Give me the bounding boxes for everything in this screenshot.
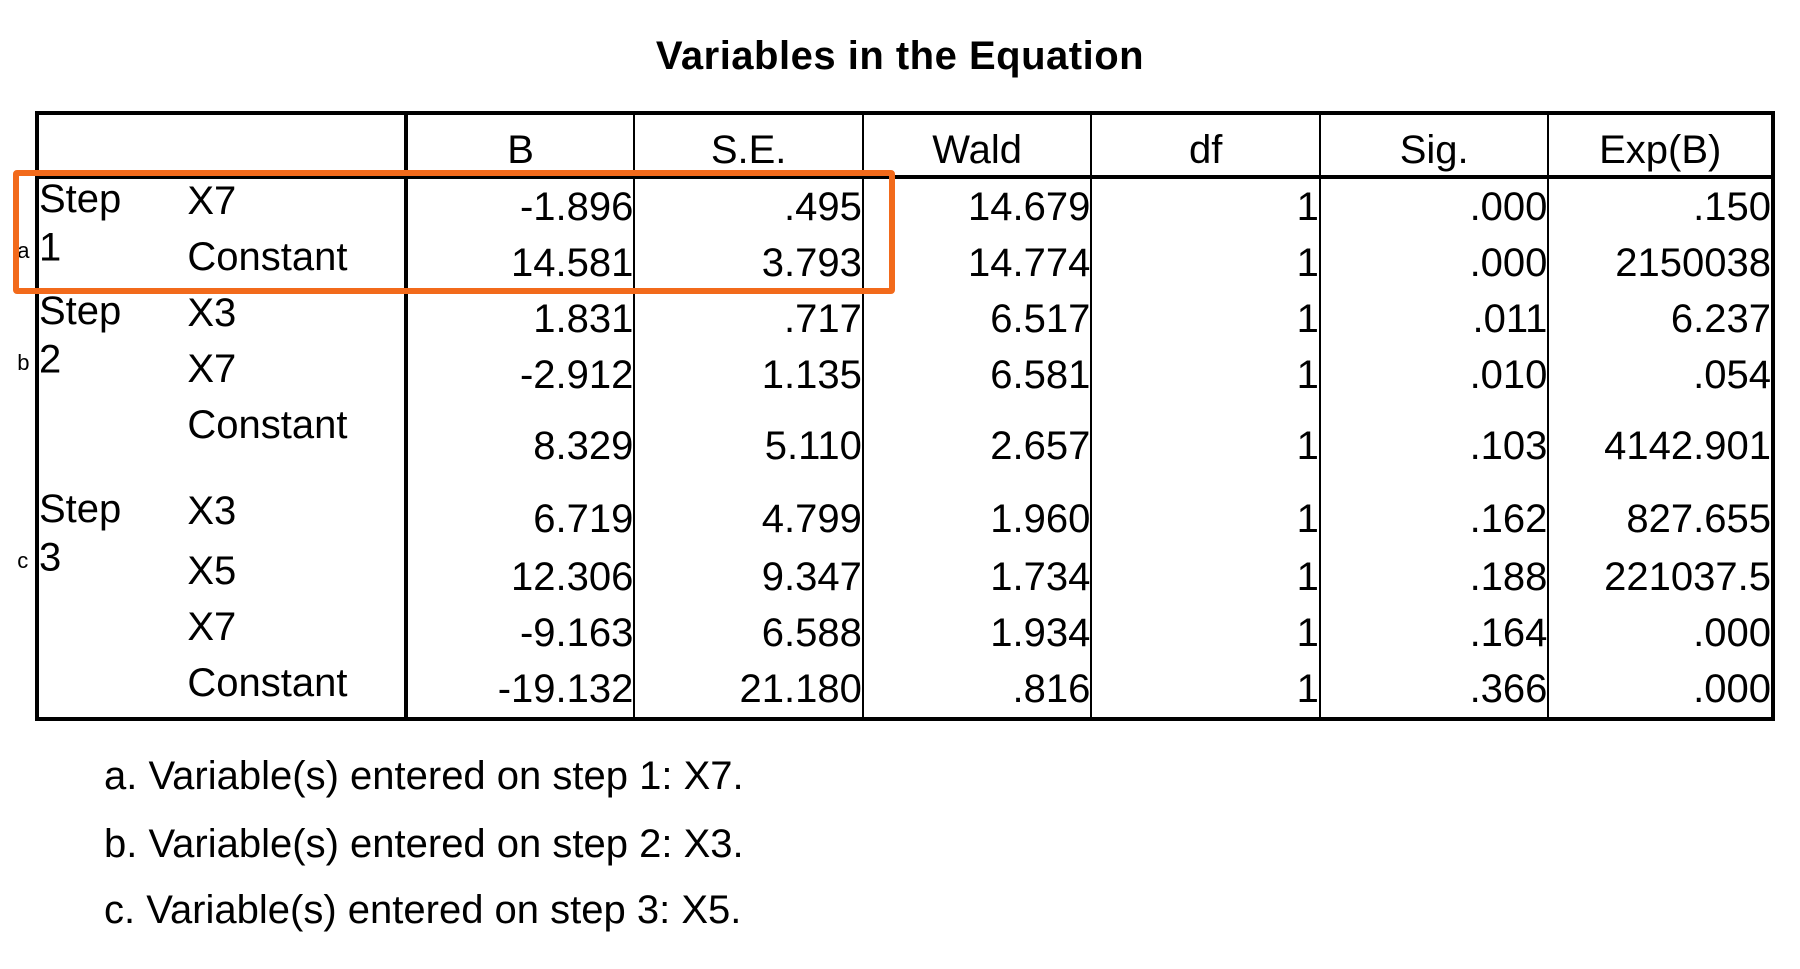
wald-value: 1.960 bbox=[861, 489, 1092, 549]
expb-value: 827.655 bbox=[1547, 489, 1773, 549]
footnote-mark: b bbox=[17, 350, 30, 375]
sig-value: .010 bbox=[1318, 347, 1549, 403]
sig-value: .162 bbox=[1318, 489, 1549, 549]
step-word: Step bbox=[39, 487, 122, 531]
wald-value: 14.774 bbox=[861, 235, 1092, 291]
df-value: 1 bbox=[1090, 177, 1320, 235]
wald-value: 1.734 bbox=[861, 549, 1092, 605]
expb-value: 4142.901 bbox=[1547, 403, 1773, 489]
b-value: -9.163 bbox=[519, 610, 634, 655]
se-value: .717 bbox=[633, 291, 863, 347]
table-row: Step 1a X7 -1.896 .495 14.679 1 .000 .15… bbox=[17, 177, 1773, 267]
table-row: X7 -2.912 1.135 6.581 1 .010 .054 bbox=[37, 347, 1773, 403]
b-value: 1.831 bbox=[533, 296, 634, 341]
step-2-label: Step 2b bbox=[17, 289, 187, 489]
expb-value: .000 bbox=[1547, 661, 1773, 719]
table-row: Constant 8.329 5.110 2.657 1 .103 4142.9… bbox=[37, 403, 1773, 489]
sig-value: .164 bbox=[1318, 605, 1549, 661]
sig-value: .188 bbox=[1318, 549, 1549, 605]
expb-value: 221037.5 bbox=[1547, 549, 1773, 605]
wald-value: 6.517 bbox=[861, 291, 1092, 347]
wald-value: 2.657 bbox=[861, 403, 1092, 489]
footnote-b: b. Variable(s) entered on step 2: X3. bbox=[104, 822, 744, 866]
wald-value: .816 bbox=[861, 661, 1092, 719]
df-value: 1 bbox=[1090, 549, 1320, 605]
variable-name: Constant bbox=[187, 403, 408, 489]
table-row: X7 -9.163 6.588 1.934 1 .164 .000 bbox=[37, 605, 1773, 661]
variable-name: Constant bbox=[187, 235, 408, 291]
expb-value: 6.237 bbox=[1547, 291, 1773, 347]
wald-value: 1.934 bbox=[861, 605, 1092, 661]
step-word: Step bbox=[39, 289, 122, 333]
variable-name: X3 bbox=[187, 489, 408, 549]
step-number: 1 bbox=[39, 225, 62, 270]
header-blank-variable bbox=[187, 113, 408, 179]
df-value: 1 bbox=[1090, 489, 1320, 549]
expb-value: .054 bbox=[1547, 347, 1773, 403]
footnote-mark: c bbox=[17, 548, 29, 573]
se-value: 9.347 bbox=[633, 549, 863, 605]
variable-name: X7 bbox=[187, 177, 408, 235]
df-value: 1 bbox=[1090, 291, 1320, 347]
se-value: 21.180 bbox=[633, 661, 863, 719]
wald-value: 6.581 bbox=[861, 347, 1092, 403]
b-value: -19.132 bbox=[497, 666, 634, 711]
variable-name: X7 bbox=[187, 347, 408, 403]
variable-name: Constant bbox=[187, 661, 408, 719]
se-value: 5.110 bbox=[633, 403, 863, 489]
footnote-a: a. Variable(s) entered on step 1: X7. bbox=[104, 754, 744, 798]
sig-value: .011 bbox=[1318, 291, 1549, 347]
step-number: 3 bbox=[39, 535, 62, 580]
se-value: 1.135 bbox=[633, 347, 863, 403]
step-1-label: Step 1a bbox=[17, 177, 187, 291]
column-header-sig: Sig. bbox=[1318, 113, 1549, 179]
column-header-se: S.E. bbox=[633, 113, 863, 179]
table-row: Constant -19.132 21.180 .816 1 .366 .000 bbox=[37, 661, 1773, 719]
table-row: Step 3c X3 6.719 4.799 1.960 1 .162 827.… bbox=[17, 489, 1773, 577]
footnote-mark: a bbox=[17, 238, 30, 263]
se-value: 4.799 bbox=[633, 489, 863, 549]
sig-value: .366 bbox=[1318, 661, 1549, 719]
column-header-b: B bbox=[405, 113, 635, 179]
step-3-label: Step 3c bbox=[17, 487, 187, 719]
variable-name: X7 bbox=[187, 605, 408, 661]
table-row: Constant 14.581 3.793 14.774 1 .000 2150… bbox=[37, 235, 1773, 291]
sig-value: .000 bbox=[1318, 177, 1549, 235]
wald-value: 14.679 bbox=[861, 177, 1092, 235]
se-value: 3.793 bbox=[633, 235, 863, 291]
variable-name: X5 bbox=[187, 549, 408, 605]
expb-value: 2150038 bbox=[1547, 235, 1773, 291]
b-value: 8.329 bbox=[533, 423, 634, 468]
b-value: 12.306 bbox=[511, 554, 634, 599]
df-value: 1 bbox=[1090, 661, 1320, 719]
sig-value: .000 bbox=[1318, 235, 1549, 291]
df-value: 1 bbox=[1090, 605, 1320, 661]
table-row: Step 2b X3 1.831 .717 6.517 1 .011 6.237 bbox=[17, 291, 1773, 379]
step-number: 2 bbox=[39, 337, 62, 382]
column-header-expb: Exp(B) bbox=[1547, 113, 1773, 179]
column-header-wald: Wald bbox=[861, 113, 1092, 179]
df-value: 1 bbox=[1090, 235, 1320, 291]
expb-value: .150 bbox=[1547, 177, 1773, 235]
expb-value: .000 bbox=[1547, 605, 1773, 661]
step-word: Step bbox=[39, 177, 122, 221]
df-value: 1 bbox=[1090, 403, 1320, 489]
sig-value: .103 bbox=[1318, 403, 1549, 489]
variable-name: X3 bbox=[187, 291, 408, 347]
df-value: 1 bbox=[1090, 347, 1320, 403]
b-value: -1.896 bbox=[519, 184, 634, 229]
table-row: X5 12.306 9.347 1.734 1 .188 221037.5 bbox=[37, 549, 1773, 605]
b-value: -2.912 bbox=[519, 352, 634, 397]
column-header-df: df bbox=[1090, 113, 1320, 179]
se-value: 6.588 bbox=[633, 605, 863, 661]
b-value: 14.581 bbox=[511, 240, 634, 285]
b-value: 6.719 bbox=[533, 496, 634, 541]
header-row: B S.E. Wald df Sig. Exp(B) bbox=[37, 113, 1773, 179]
table-title: Variables in the Equation bbox=[655, 34, 1145, 78]
coefficients-table: B S.E. Wald df Sig. Exp(B) Step 1a X7 -1… bbox=[17, 111, 1775, 721]
header-blank-step bbox=[37, 113, 188, 179]
se-value: .495 bbox=[633, 177, 863, 235]
footnote-c: c. Variable(s) entered on step 3: X5. bbox=[104, 888, 742, 932]
